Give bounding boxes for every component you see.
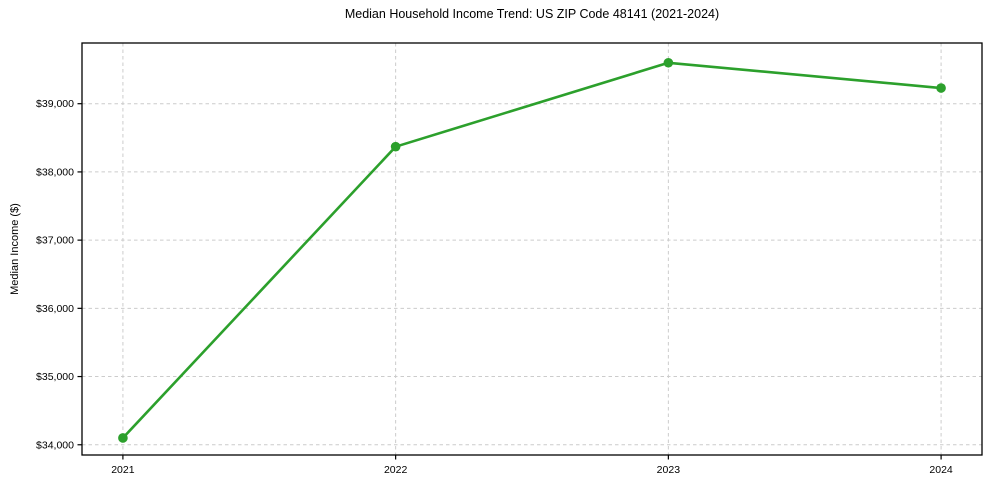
- y-tick-label: $34,000: [36, 439, 74, 451]
- x-tick-label: 2024: [929, 464, 953, 476]
- y-tick-label: $36,000: [36, 303, 74, 315]
- plot-border: [81, 42, 983, 456]
- y-tick-label: $35,000: [36, 371, 74, 383]
- x-tick-label: 2022: [384, 464, 408, 476]
- y-tick-label: $39,000: [36, 98, 74, 110]
- income-trend-line: [121, 61, 943, 440]
- data-point-marker: [663, 57, 674, 68]
- data-point-marker: [118, 433, 128, 443]
- x-tick-label: 2021: [111, 464, 135, 476]
- y-tick-label: $38,000: [36, 166, 74, 178]
- chart-title: Median Household Income Trend: US ZIP Co…: [344, 7, 720, 21]
- x-tick-label: 2023: [657, 464, 681, 476]
- data-point-marker: [390, 141, 401, 152]
- data-point-marker: [936, 83, 946, 93]
- y-tick-label: $37,000: [36, 235, 74, 247]
